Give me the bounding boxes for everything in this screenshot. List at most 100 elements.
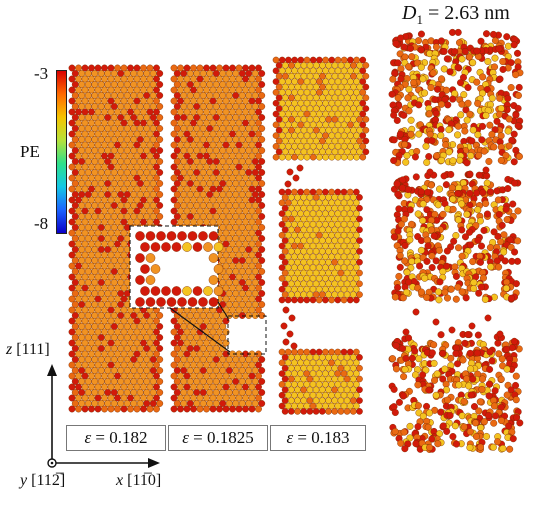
wire-atom-panel-2 (183, 328, 191, 336)
wire-atom-panel-1 (71, 169, 79, 176)
cylinder-atom-panel-4 (466, 428, 474, 436)
cylinder-atom-panel-4 (457, 111, 465, 119)
block-atom-panel-3 (328, 391, 335, 399)
cylinder-atom-panel-4 (423, 158, 431, 166)
block-atom-panel-3 (343, 194, 351, 201)
wire-atom-panel-2 (235, 152, 243, 160)
wire-atom-panel-2 (258, 356, 266, 363)
block-atom-panel-3 (331, 148, 339, 156)
neck-atom-panel-4 (402, 328, 410, 336)
block-atom-panel-3 (340, 370, 348, 377)
block-atom-panel-3 (356, 116, 364, 123)
wire-atom-panel-1 (143, 345, 151, 352)
neck-atom-panel-3 (282, 338, 290, 346)
neck-atom-panel-3 (282, 306, 290, 314)
block-atom-panel-3 (328, 242, 335, 250)
wire-atom-panel-2 (222, 284, 230, 292)
wire-atom-panel-1 (146, 196, 154, 204)
cylinder-atom-panel-4 (504, 127, 512, 135)
cylinder-atom-panel-4 (408, 53, 416, 61)
wire-atom-panel-1 (146, 339, 154, 347)
cylinder-atom-panel-4 (432, 109, 440, 117)
block-atom-panel-3 (315, 381, 323, 388)
wire-atom-panel-1 (136, 81, 144, 88)
wire-atom-panel-2 (212, 114, 220, 121)
wire-atom-panel-2 (225, 81, 233, 88)
wire-atom-panel-1 (75, 339, 82, 347)
wire-atom-panel-1 (107, 196, 115, 204)
block-atom-panel-3 (315, 199, 323, 207)
wire-atom-panel-2 (238, 257, 246, 264)
cylinder-atom-panel-4 (428, 137, 436, 145)
wire-atom-panel-1 (91, 103, 99, 110)
wire-atom-panel-2 (199, 345, 207, 352)
wire-atom-panel-2 (203, 152, 210, 160)
wire-atom-panel-1 (153, 361, 160, 369)
block-atom-panel-3 (303, 348, 311, 356)
cylinder-atom-panel-4 (505, 422, 513, 430)
wire-atom-panel-1 (149, 312, 157, 319)
block-atom-panel-3 (303, 110, 311, 118)
wire-atom-panel-1 (78, 246, 86, 253)
block-atom-panel-3 (325, 408, 332, 415)
wire-atom-panel-1 (140, 350, 147, 358)
cylinder-atom-panel-4 (493, 117, 501, 125)
wire-atom-panel-1 (156, 389, 164, 396)
wire-atom-panel-2 (212, 356, 220, 363)
wire-atom-panel-2 (255, 174, 262, 182)
wire-atom-panel-1 (107, 361, 115, 369)
cylinder-atom-panel-4 (503, 345, 511, 353)
wire-atom-panel-1 (75, 317, 82, 325)
cylinder-atom-panel-4 (514, 91, 522, 99)
block-atom-panel-3 (359, 78, 367, 85)
cylinder-atom-panel-4 (507, 294, 515, 302)
wire-atom-panel-1 (127, 86, 134, 94)
block-atom-panel-3 (325, 194, 332, 201)
wire-atom-panel-2 (196, 75, 204, 83)
block-atom-panel-3 (334, 285, 342, 293)
block-atom-panel-3 (309, 348, 317, 356)
wire-atom-panel-1 (123, 136, 131, 143)
wire-atom-panel-1 (84, 224, 92, 231)
block-atom-panel-3 (306, 105, 314, 112)
block-atom-panel-3 (275, 83, 283, 91)
wire-atom-panel-1 (104, 312, 112, 319)
wire-atom-panel-2 (225, 246, 233, 253)
wire-atom-panel-2 (183, 152, 191, 160)
wire-atom-panel-1 (156, 356, 164, 363)
wire-atom-panel-2 (222, 240, 230, 248)
wire-atom-panel-1 (130, 191, 138, 198)
wire-atom-panel-1 (68, 196, 76, 204)
block-atom-panel-3 (318, 375, 326, 383)
wire-atom-panel-2 (255, 130, 262, 138)
cylinder-atom-panel-4 (428, 435, 436, 443)
wire-atom-panel-2 (190, 339, 197, 347)
cylinder-atom-panel-4 (415, 101, 423, 109)
wire-atom-panel-1 (104, 136, 112, 143)
cylinder-atom-panel-4 (460, 397, 468, 405)
wire-atom-panel-1 (91, 224, 99, 231)
wire-atom-panel-1 (140, 174, 147, 182)
wire-atom-panel-2 (225, 279, 233, 286)
wire-atom-panel-2 (229, 185, 236, 193)
cylinder-atom-panel-4 (437, 100, 445, 108)
block-atom-panel-3 (334, 56, 342, 64)
wire-atom-panel-2 (196, 372, 204, 380)
wire-atom-panel-1 (123, 378, 131, 385)
wire-atom-panel-1 (149, 114, 157, 121)
wire-atom-panel-1 (84, 158, 92, 165)
wire-atom-panel-2 (238, 246, 246, 253)
wire-atom-panel-2 (180, 202, 188, 209)
block-atom-panel-3 (275, 94, 283, 102)
block-atom-panel-3 (340, 188, 348, 196)
block-atom-panel-3 (281, 375, 289, 383)
cylinder-atom-panel-4 (430, 341, 438, 349)
block-atom-panel-3 (284, 275, 292, 282)
neck-atom-panel-3 (292, 174, 300, 182)
wire-atom-panel-2 (258, 92, 266, 99)
wire-atom-panel-1 (81, 328, 89, 336)
wire-atom-panel-1 (68, 119, 76, 127)
inset-atom (145, 231, 156, 241)
wire-atom-panel-1 (78, 224, 86, 231)
wire-atom-panel-2 (225, 389, 233, 396)
